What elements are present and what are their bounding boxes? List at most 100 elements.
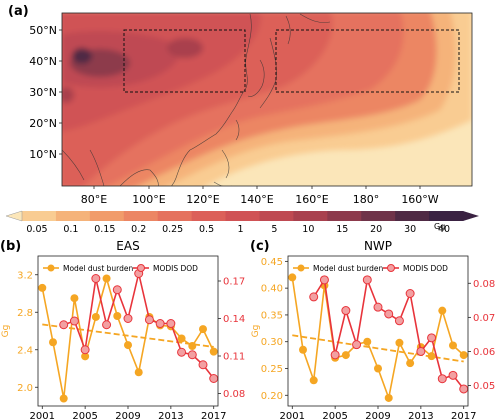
x-tick-label: 2009 <box>365 411 390 420</box>
dust-map <box>61 12 473 187</box>
legend-modis-marker <box>137 264 145 272</box>
colorbar-max-arrow <box>463 211 479 221</box>
modis-dod-point <box>427 333 437 343</box>
modis-dod-point <box>69 316 79 326</box>
colorbar-tick-label: 10 <box>302 224 314 235</box>
modis-dod-point <box>309 292 319 302</box>
model-dust-point <box>199 325 207 334</box>
legend-modis-label: MODIS DOD <box>403 264 448 273</box>
coastline-indochina <box>119 169 159 186</box>
modis-dod-point <box>123 314 133 323</box>
modis-dod-point <box>155 319 165 328</box>
colorbar-tick-label: 0.2 <box>131 224 146 235</box>
colorbar-tick-label: 5 <box>271 224 277 235</box>
model-dust-point <box>188 342 197 350</box>
colorbar-segment <box>191 211 227 221</box>
right-tick-label: 0.14 <box>223 314 245 325</box>
model-dust-point <box>288 273 297 282</box>
modis-dod-line <box>63 273 215 379</box>
model-dust-point <box>113 312 122 320</box>
left-axis-label: Gg <box>1 325 11 338</box>
colorbar: 0.05 0.1 0.15 0.2 0.25 0.5 1 5 10 15 20 30 40 <box>5 210 479 235</box>
modis-dod-point <box>416 346 426 356</box>
lat-tick-label: 30°N <box>29 86 57 99</box>
axes-frame <box>287 255 469 407</box>
model-dust-point <box>38 283 47 292</box>
colorbar-tick-label: 20 <box>370 224 382 235</box>
x-tick-label: 2001 <box>30 411 55 420</box>
modis-dod-point <box>341 306 351 316</box>
map-frame <box>61 12 473 187</box>
left-tick-label: 2.4 <box>17 345 33 356</box>
x-tick-label: 2009 <box>115 411 140 420</box>
x-tick-label: 2013 <box>158 411 183 420</box>
colorbar-segment <box>55 211 91 221</box>
modis-dod-point <box>59 320 69 330</box>
lon-tick-label: 160°W <box>401 193 438 206</box>
colorbar-segment <box>22 211 57 221</box>
lat-tick-label: 40°N <box>29 55 57 68</box>
panel-title: EAS <box>116 239 139 253</box>
box-eas <box>123 29 246 93</box>
model-dust-point <box>70 294 79 303</box>
left-tick-label: 0.30 <box>261 337 283 348</box>
modis-dod-point <box>459 384 469 394</box>
model-dust-point <box>209 347 218 356</box>
modis-dod-point <box>362 275 372 285</box>
coastline-taiwan <box>235 119 240 141</box>
model-dust-point <box>395 338 404 347</box>
panel-c-nwp: (c) NWP 0.20 0.25 0.30 0.35 0.40 0.45 Gg 0.05 0.06… <box>250 239 495 420</box>
map-latitude-ticks: 10°N 20°N 30°N 40°N 50°N <box>29 24 62 161</box>
left-tick-label: 0.45 <box>261 257 283 268</box>
right-tick-label: 0.08 <box>223 389 245 400</box>
panel-label: (c) <box>250 239 270 254</box>
colorbar-tick-label: 0.5 <box>199 224 214 235</box>
modis-dod-point <box>91 274 101 283</box>
legend-model-label: Model dust burden <box>313 264 383 273</box>
x-tick-label: 2017 <box>451 411 476 420</box>
panel-label: (b) <box>0 239 21 254</box>
model-dust-point <box>102 274 111 283</box>
modis-dod-point <box>405 289 415 298</box>
modis-dod-point <box>166 319 176 328</box>
model-dust-point <box>406 359 415 368</box>
model-dust-point <box>459 351 468 360</box>
legend-model-marker <box>47 264 55 272</box>
lat-tick-label: 10°N <box>29 148 57 161</box>
colorbar-segment <box>293 211 328 221</box>
lon-tick-label: 160°E <box>295 193 328 206</box>
modis-dod-point <box>187 350 197 360</box>
box-nwp <box>275 29 460 93</box>
colorbar-segment <box>157 211 193 221</box>
colorbar-segment <box>123 211 159 221</box>
axes-frame <box>37 255 219 407</box>
model-dust-point <box>427 352 436 361</box>
x-tick-label: 2005 <box>72 411 97 420</box>
dust-fields <box>62 13 472 186</box>
left-tick-label: 0.25 <box>261 364 283 375</box>
dust-core-west <box>62 87 74 103</box>
model-dust-point <box>341 351 350 360</box>
panel-b-eas: (b) EAS 2.0 2.4 2.8 3.2 Gg 0.08 0.11 0.14 0.17 2001… <box>0 239 245 420</box>
colorbar-tick-label: 0.25 <box>162 224 183 235</box>
legend-modis-marker <box>387 264 395 272</box>
modis-dod-point <box>384 309 394 319</box>
legend-modis-label: MODIS DOD <box>153 264 198 273</box>
lon-tick-label: 140°E <box>240 193 273 206</box>
lat-tick-label: 50°N <box>29 24 57 37</box>
colorbar-segment <box>361 211 396 221</box>
model-dust-point <box>59 394 68 403</box>
right-tick-label: 0.08 <box>473 279 495 290</box>
coastline-korea <box>247 59 265 97</box>
lon-tick-label: 120°E <box>186 193 219 206</box>
coastline-japan-2 <box>285 15 291 45</box>
colorbar-tick-label: 15 <box>336 224 348 235</box>
modis-dod-point <box>394 316 404 326</box>
model-dust-point <box>134 368 143 377</box>
colorbar-segment <box>89 211 125 221</box>
colorbar-unit: Gg <box>434 222 445 231</box>
x-tick-label: 2013 <box>408 411 433 420</box>
x-tick-label: 2001 <box>280 411 305 420</box>
modis-dod-point <box>319 275 329 285</box>
